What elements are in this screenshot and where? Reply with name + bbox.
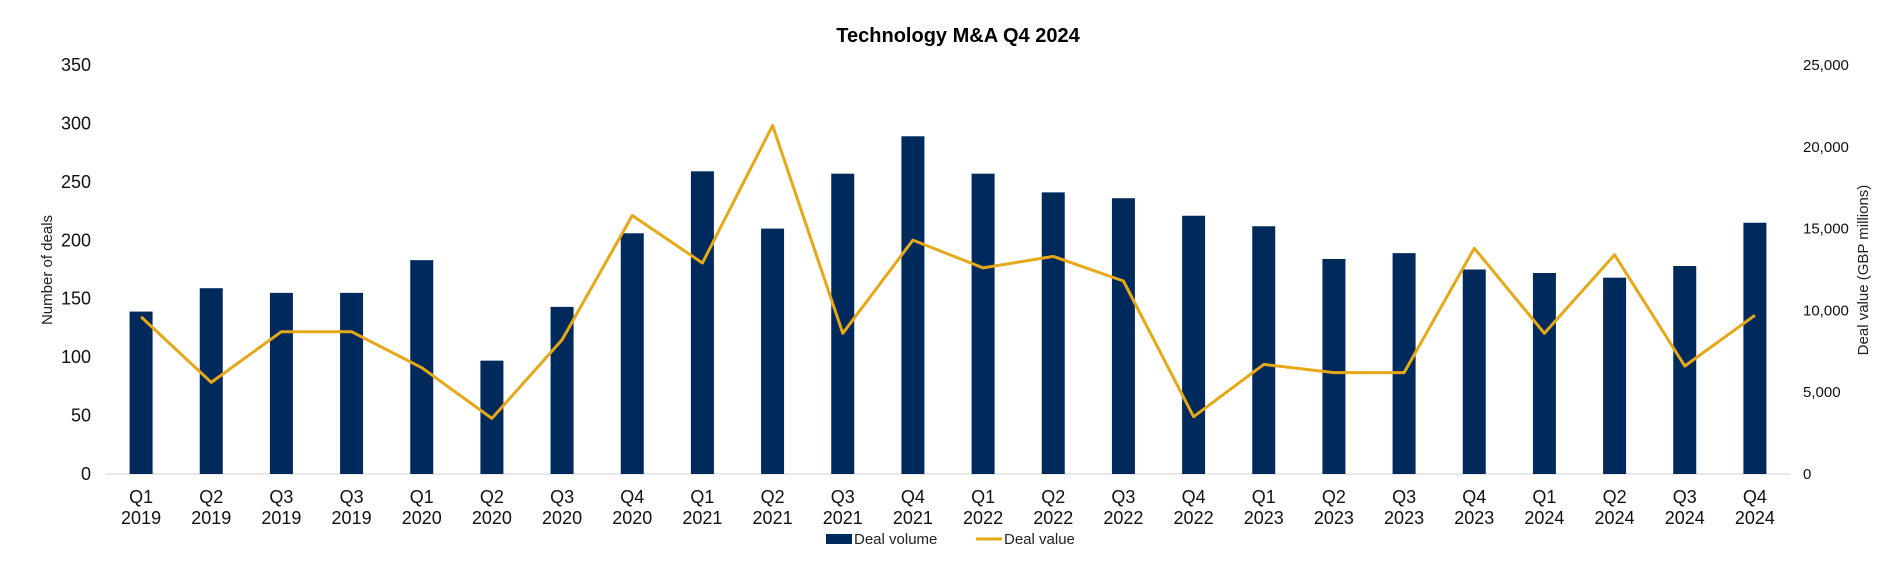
y-tick-label-4: 200	[61, 230, 91, 250]
bar-deal-volume-6	[550, 306, 574, 474]
y2-tick-label-4: 20,000	[1803, 139, 1849, 156]
bar-deal-volume-18	[1392, 253, 1416, 474]
bar-deal-volume-17	[1322, 258, 1346, 474]
y-tick-label-5: 250	[61, 172, 91, 192]
x-tick-label-22: Q3 2024	[1665, 487, 1705, 528]
x-tick-label-12: Q1 2022	[963, 487, 1003, 528]
bar-deal-volume-13	[1041, 192, 1065, 475]
bars-group	[129, 136, 1767, 475]
chart-title: Technology M&A Q4 2024	[836, 25, 1080, 47]
x-tick-label-18: Q3 2023	[1384, 487, 1424, 528]
y-axis-label: Number of deals	[39, 215, 56, 325]
x-tick-label-10: Q3 2021	[823, 487, 863, 528]
x-tick-label-20: Q1 2024	[1524, 487, 1564, 528]
bar-deal-volume-23	[1743, 222, 1767, 474]
bar-deal-volume-0	[129, 311, 153, 474]
x-tick-label-6: Q3 2020	[542, 487, 582, 528]
legend: Deal volume Deal value	[826, 531, 1075, 548]
y-tick-label-6: 300	[61, 113, 91, 133]
bar-deal-volume-8	[690, 171, 714, 474]
x-tick-label-0: Q1 2019	[121, 487, 161, 528]
legend-label-deal-volume: Deal volume	[854, 531, 937, 548]
bar-deal-volume-21	[1603, 277, 1627, 474]
y2-tick-label-3: 15,000	[1803, 221, 1849, 238]
y-tick-label-2: 100	[61, 347, 91, 367]
x-tick-label-2: Q3 2019	[261, 487, 301, 528]
x-tick-label-5: Q2 2020	[472, 487, 512, 528]
bar-deal-volume-16	[1252, 226, 1276, 474]
y-ticks: 0 50 100 150 200 250 300 350	[61, 55, 91, 484]
bar-deal-volume-7	[620, 233, 644, 474]
y2-axis-label: Deal value (GBP millions)	[1855, 185, 1872, 356]
x-tick-label-14: Q3 2022	[1103, 487, 1143, 528]
bar-deal-volume-10	[831, 173, 855, 475]
x-tick-label-16: Q1 2023	[1244, 487, 1284, 528]
y2-tick-label-0: 0	[1803, 466, 1811, 483]
x-tick-label-13: Q2 2022	[1033, 487, 1073, 528]
y-tick-label-0: 0	[81, 464, 91, 484]
legend-label-deal-value: Deal value	[1004, 531, 1075, 548]
x-tick-label-15: Q4 2022	[1174, 487, 1214, 528]
y2-ticks: 0 5,000 10,000 15,000 20,000 25,000	[1803, 57, 1849, 483]
x-tick-label-8: Q1 2021	[682, 487, 722, 528]
bar-deal-volume-9	[761, 228, 785, 474]
bar-deal-volume-19	[1462, 269, 1486, 474]
y2-tick-label-1: 5,000	[1803, 384, 1841, 401]
bar-deal-volume-15	[1182, 215, 1206, 474]
x-tick-label-17: Q2 2023	[1314, 487, 1354, 528]
bar-deal-volume-20	[1532, 273, 1556, 474]
x-tick-label-3: Q3 2019	[332, 487, 372, 528]
x-tick-label-19: Q4 2023	[1454, 487, 1494, 528]
bar-deal-volume-2	[269, 292, 293, 474]
bar-deal-volume-22	[1673, 265, 1697, 474]
x-tick-label-4: Q1 2020	[402, 487, 442, 528]
x-tick-label-23: Q4 2024	[1735, 487, 1775, 528]
x-tick-label-9: Q2 2021	[753, 487, 793, 528]
y-tick-label-1: 50	[71, 406, 91, 426]
bar-deal-volume-14	[1111, 198, 1135, 474]
y-tick-label-7: 350	[61, 55, 91, 75]
line-group	[140, 124, 1756, 420]
legend-swatch-deal-volume	[826, 534, 852, 544]
line-deal-value	[140, 124, 1756, 420]
x-ticks: Q1 2019 Q2 2019 Q3 2019 Q3 2019 Q1 2020 Q2 2020 Q3 20…	[121, 487, 1775, 528]
bar-deal-volume-12	[971, 173, 995, 475]
x-tick-label-11: Q4 2021	[893, 487, 933, 528]
x-tick-label-1: Q2 2019	[191, 487, 231, 528]
y2-tick-label-2: 10,000	[1803, 302, 1849, 319]
x-tick-label-21: Q2 2024	[1595, 487, 1635, 528]
bar-deal-volume-11	[901, 136, 925, 475]
x-tick-label-7: Q4 2020	[612, 487, 652, 528]
y2-tick-label-5: 25,000	[1803, 57, 1849, 74]
y-tick-label-3: 150	[61, 289, 91, 309]
bar-deal-volume-3	[340, 292, 364, 474]
